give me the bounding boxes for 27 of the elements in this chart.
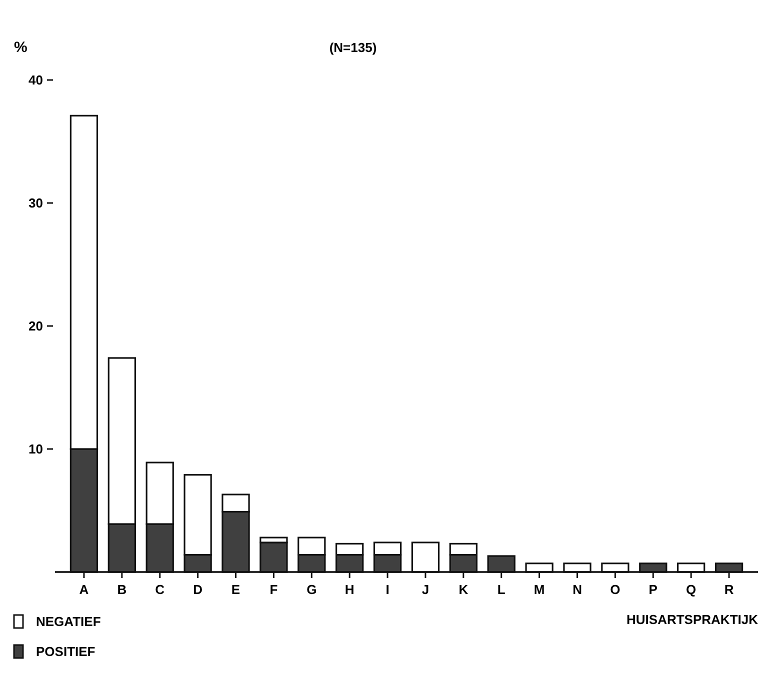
x-tick-label: P [648, 582, 658, 597]
legend-label: POSITIEF [36, 644, 96, 659]
chart-title: (N=135) [329, 40, 377, 55]
x-tick-label: G [306, 582, 317, 597]
y-tick-label: 40 [28, 72, 43, 88]
x-tick-label: Q [686, 582, 696, 597]
x-tick-label: A [79, 582, 90, 597]
x-tick-label: D [193, 582, 202, 597]
y-tick-label: 10 [28, 442, 43, 457]
y-axis-title: % [14, 39, 28, 56]
x-tick-label: B [117, 582, 127, 597]
x-tick-label: L [497, 582, 506, 597]
legend-label: NEGATIEF [36, 614, 101, 629]
x-tick-label: O [610, 582, 620, 597]
y-tick-label: 20 [28, 318, 43, 334]
x-tick-label: E [231, 582, 240, 597]
x-tick-label: M [534, 582, 545, 597]
x-axis-title: HUISARTSPRAKTIJK [626, 612, 759, 627]
x-tick-label: R [724, 582, 734, 597]
x-tick-label: F [270, 582, 278, 597]
x-tick-label: I [386, 582, 390, 597]
x-tick-label: J [422, 582, 430, 597]
y-tick-label: 30 [28, 196, 43, 211]
x-tick-label: N [572, 582, 582, 597]
x-tick-label: C [155, 582, 166, 597]
x-tick-label: H [344, 582, 354, 597]
x-tick-label: K [458, 582, 469, 597]
